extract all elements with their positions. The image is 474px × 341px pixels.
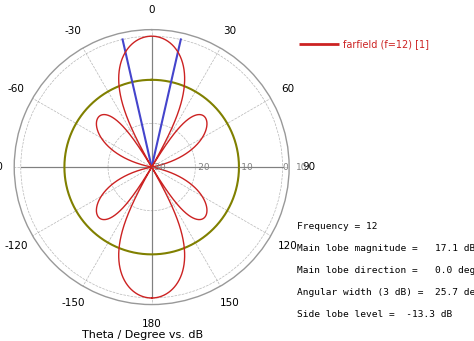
Text: Main lobe direction =   0.0 deg.: Main lobe direction = 0.0 deg. <box>298 266 474 275</box>
Text: -10: -10 <box>239 163 254 172</box>
Text: Main lobe magnitude =   17.1 dB: Main lobe magnitude = 17.1 dB <box>298 244 474 253</box>
Text: Side lobe level =  -13.3 dB: Side lobe level = -13.3 dB <box>298 310 453 319</box>
Text: Angular width (3 dB) =  25.7 deg.: Angular width (3 dB) = 25.7 deg. <box>298 288 474 297</box>
Text: 0: 0 <box>283 163 288 172</box>
Text: 10: 10 <box>296 163 307 172</box>
Text: -30: -30 <box>152 163 166 172</box>
Text: Theta / Degree vs. dB: Theta / Degree vs. dB <box>82 330 203 340</box>
Text: farfield (f=12) [1]: farfield (f=12) [1] <box>343 39 428 49</box>
Text: -20: -20 <box>195 163 210 172</box>
Text: Frequency = 12: Frequency = 12 <box>298 222 378 231</box>
